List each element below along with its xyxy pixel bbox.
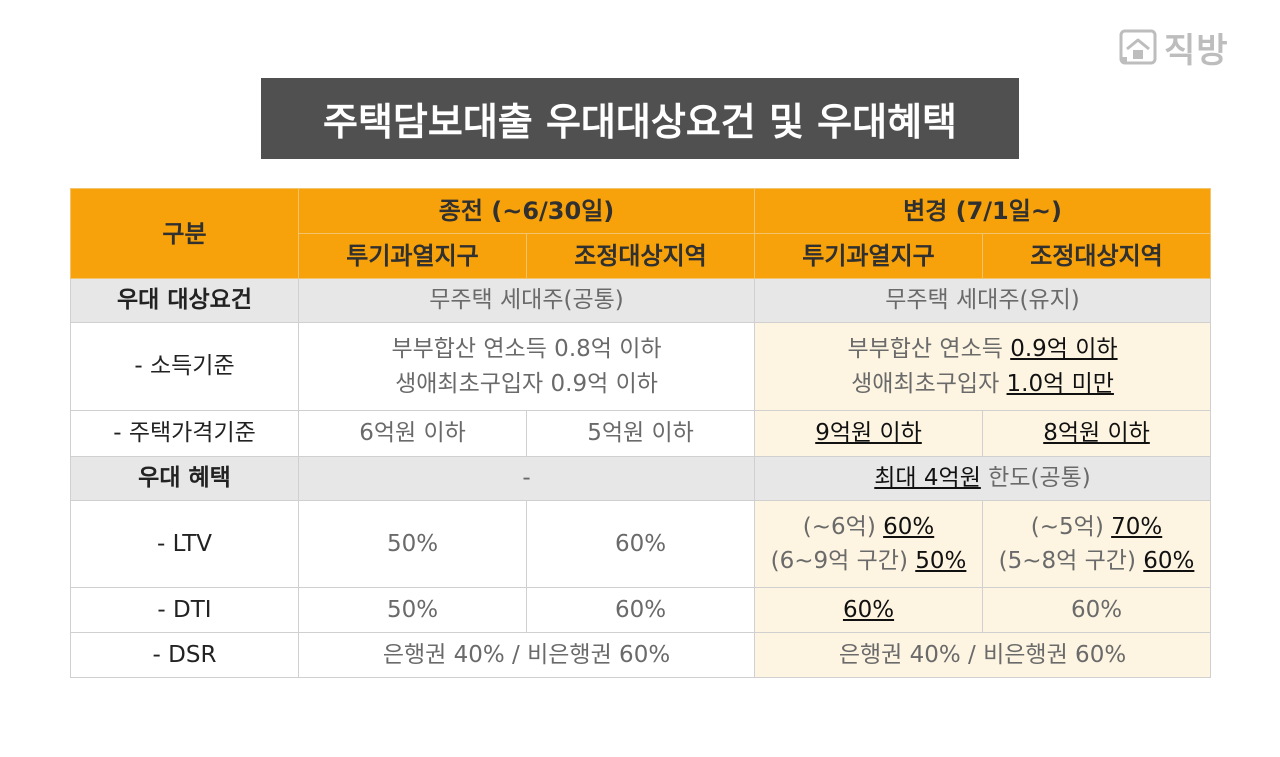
income-after-line1-prefix: 부부합산 연소득 [847,336,1011,362]
brand-logo: 직방 [1118,22,1229,72]
row-dsr-label: - DSR [70,632,299,678]
row-dti-before-zone2: 60% [525,587,756,633]
row-dti-label: - DTI [70,587,299,633]
row-ltv-before-zone2: 60% [525,500,756,588]
house-logo-icon [1119,29,1157,65]
ltv-after-zone1-line1-prefix: (~6억) [802,513,884,540]
ltv-after-zone1-line2-value: 50% [915,548,967,574]
header-after-zone2: 조정대상지역 [982,233,1212,279]
ltv-after-zone2-line2: (5~8억 구간) 60% [983,544,1210,579]
income-after-line1-value: 0.9억 이하 [1010,336,1118,362]
page-title: 주택담보대출 우대대상요건 및 우대혜택 [261,78,1019,159]
benefit-after-suffix: 한도(공통) [980,465,1091,492]
row-benefit: 우대 혜택 - 최대 4억원 한도(공통) [70,456,1212,501]
ltv-after-zone1-line2-prefix: (6~9억 구간) [770,548,916,574]
row-benefit-after: 최대 4억원 한도(공통) [754,456,1212,501]
row-price-before-zone1: 6억원 이하 [298,410,527,457]
row-target-after: 무주택 세대주(유지) [754,278,1212,323]
row-dti-after-zone1: 60% [754,587,984,633]
ltv-after-zone2-line1-value: 70% [1111,513,1163,540]
row-dti-after-zone2: 60% [982,587,1212,633]
income-after-line2-prefix: 생애최초구입자 [851,370,1007,397]
row-price-after-zone1: 9억원 이하 [754,410,984,457]
income-before-line2: 생애최초구입자 0.9억 이하 [395,370,658,397]
row-price-label: - 주택가격기준 [70,410,299,457]
header-after-zone1: 투기과열지구 [754,233,984,279]
row-benefit-before: - [297,456,756,501]
row-income-after: 부부합산 연소득 0.9억 이하 생애최초구입자 1.0억 미만 [754,322,1212,411]
row-price-after-zone2: 8억원 이하 [982,410,1212,457]
loan-comparison-table: 구분 종전 (~6/30일) 변경 (7/1일~) 투기과열지구 조정대상지역 … [70,188,1212,678]
row-dsr-before: 은행권 40% / 비은행권 60% [297,632,756,678]
row-income: - 소득기준 부부합산 연소득 0.8억 이하 생애최초구입자 0.9억 이하 … [70,322,1212,411]
row-ltv: - LTV 50% 60% (~6억) 60% (6~9억 구간) 50% (~… [70,500,1212,588]
row-dsr-after: 은행권 40% / 비은행권 60% [754,632,1212,678]
header-after: 변경 (7/1일~) [754,188,1212,234]
income-before-line1: 부부합산 연소득 0.8억 이하 [391,336,662,362]
header-row-period: 구분 종전 (~6/30일) 변경 (7/1일~) [70,188,1212,279]
row-ltv-after-zone2: (~5억) 70% (5~8억 구간) 60% [982,500,1212,588]
row-dsr: - DSR 은행권 40% / 비은행권 60% 은행권 40% / 비은행권 … [70,632,1212,678]
ltv-after-zone2-line1-prefix: (~5억) [1030,513,1112,540]
row-income-label: - 소득기준 [70,322,299,411]
ltv-after-zone2-line2-prefix: (5~8억 구간) [998,548,1144,574]
price-after-zone2-value: 8억원 이하 [1043,420,1150,447]
logo-text: 직방 [1164,30,1229,71]
ltv-after-zone1-line1-value: 60% [883,513,935,540]
row-benefit-label: 우대 혜택 [70,456,299,501]
income-after-line1: 부부합산 연소득 0.9억 이하 [755,332,1210,367]
row-dti-before-zone1: 50% [298,587,527,633]
row-target-label: 우대 대상요건 [70,278,299,323]
header-row-zone: 투기과열지구 조정대상지역 투기과열지구 조정대상지역 [71,233,1212,279]
ltv-after-zone2-line1: (~5억) 70% [983,510,1210,545]
header-before-zone2: 조정대상지역 [525,233,756,279]
row-price-before-zone2: 5억원 이하 [525,410,756,457]
row-target-before: 무주택 세대주(공통) [297,278,756,323]
header-before-zone1: 투기과열지구 [298,233,527,279]
ltv-after-zone1-line2: (6~9억 구간) 50% [755,544,982,579]
ltv-after-zone1-line1: (~6억) 60% [755,510,982,545]
row-income-before: 부부합산 연소득 0.8억 이하 생애최초구입자 0.9억 이하 [297,322,756,411]
benefit-after-value: 최대 4억원 [874,465,981,492]
income-after-line2: 생애최초구입자 1.0억 미만 [755,367,1210,402]
row-ltv-after-zone1: (~6억) 60% (6~9억 구간) 50% [754,500,984,588]
row-ltv-before-zone1: 50% [298,500,527,588]
row-dti: - DTI 50% 60% 60% 60% [70,587,1212,633]
dti-after-zone1-value: 60% [842,596,895,623]
header-category: 구분 [70,188,299,279]
row-ltv-label: - LTV [70,500,299,588]
header-before: 종전 (~6/30일) [297,188,756,234]
price-after-zone1-value: 9억원 이하 [815,420,922,447]
row-target: 우대 대상요건 무주택 세대주(공통) 무주택 세대주(유지) [70,278,1212,323]
income-after-line2-value: 1.0억 미만 [1006,370,1114,397]
row-price: - 주택가격기준 6억원 이하 5억원 이하 9억원 이하 8억원 이하 [70,410,1212,457]
ltv-after-zone2-line2-value: 60% [1143,548,1195,574]
